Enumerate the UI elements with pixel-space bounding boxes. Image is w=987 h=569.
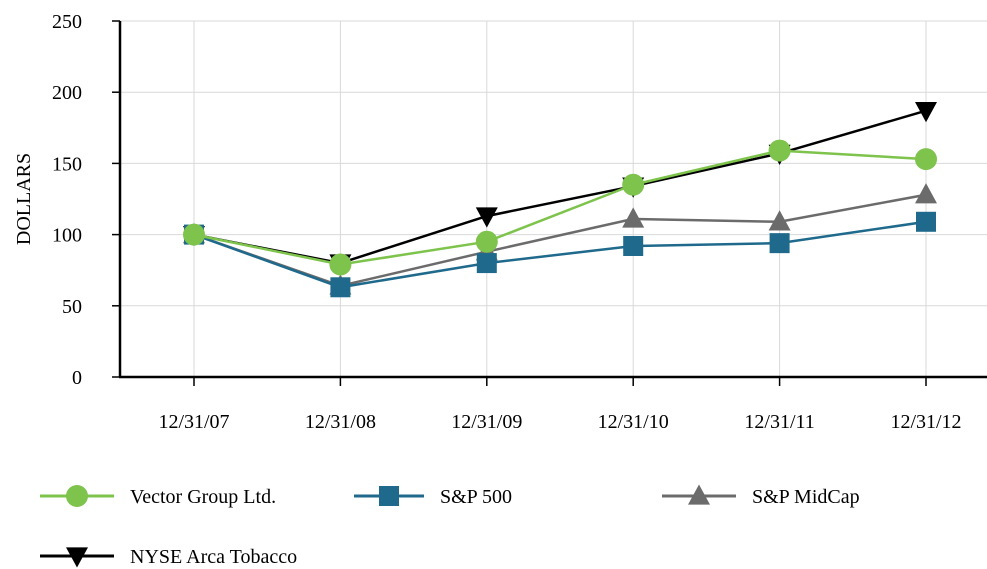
y-tick-label: 200 [52,82,82,104]
data-point-circle [475,230,498,253]
x-tick-label: 12/31/08 [305,411,376,433]
legend-marker-square [379,486,399,506]
data-point-triangle-down [475,207,498,228]
data-point-square [769,233,790,254]
data-point-circle [915,148,937,171]
y-tick-label: 50 [62,296,82,318]
x-tick-label: 12/31/07 [158,411,229,433]
data-point-square [330,277,351,298]
data-point-triangle-up [768,210,791,231]
grid [120,20,987,377]
series-line [193,220,927,289]
legend-label: S&P 500 [440,486,512,508]
x-axis-ticks: 12/31/07 12/31/08 12/31/09 12/31/10 12/31/11… [158,377,962,433]
series-line [193,193,927,288]
y-tick-label: 250 [52,11,82,33]
legend-item: S&P 500 [354,486,512,508]
data-point-square [916,211,936,232]
legend-marker-triangle-down [66,547,88,568]
y-tick-label: 150 [52,153,82,175]
y-axis-title: DOLLARS [13,153,35,245]
legend-label: S&P MidCap [752,486,860,508]
data-point-triangle-up [622,207,645,228]
series [183,102,937,298]
data-point-triangle-up [915,183,937,204]
legend-item: S&P MidCap [662,484,860,508]
y-axis-ticks: 0 50 100 150 200 250 [52,11,120,389]
data-point-circle [622,173,645,196]
data-point-circle [183,223,205,246]
series-vector-group-ltd- [183,139,937,276]
legend: Vector Group Ltd. S&P 500 S&P MidCap NYSE A… [40,484,860,568]
legend-marker-circle [66,485,88,507]
legend-item: Vector Group Ltd. [40,485,276,508]
x-tick-label: 12/31/11 [744,411,814,433]
legend-label: NYSE Arca Tobacco [130,546,297,568]
series-s-p-500 [184,211,936,298]
legend-marker-triangle-up [688,484,710,505]
x-tick-label: 12/31/12 [890,411,961,433]
series-line [193,149,927,266]
axes [118,21,987,379]
legend-label: Vector Group Ltd. [130,486,276,508]
y-tick-label: 100 [52,225,82,247]
y-tick-label: 0 [72,367,82,389]
data-point-triangle-down [915,102,937,123]
x-tick-label: 12/31/09 [451,411,522,433]
series-line [193,109,927,265]
series-nyse-arca-tobacco [183,102,937,275]
legend-item: NYSE Arca Tobacco [40,546,297,568]
data-point-square [623,235,644,256]
data-point-circle [329,253,352,276]
data-point-square [476,253,497,274]
x-tick-label: 12/31/10 [598,411,669,433]
data-point-circle [768,139,791,162]
